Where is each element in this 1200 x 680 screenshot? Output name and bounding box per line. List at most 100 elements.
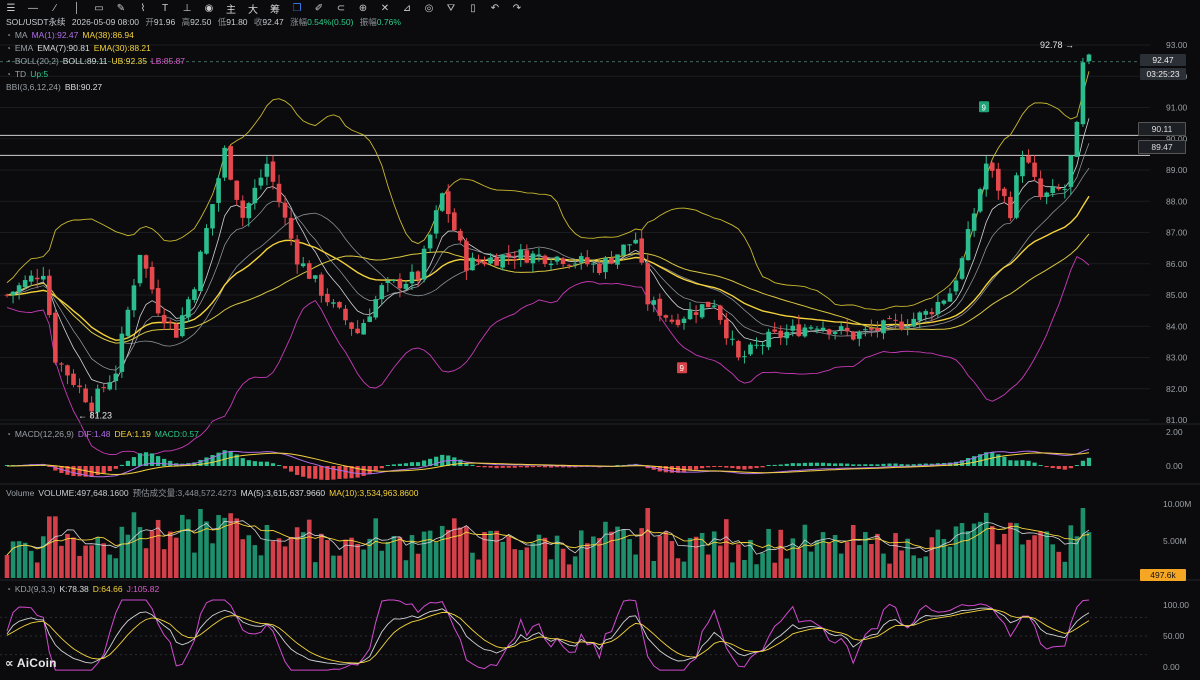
candle[interactable] (959, 258, 965, 279)
magnet-icon[interactable]: ⊂ (336, 2, 346, 14)
candle[interactable] (192, 289, 197, 300)
candle[interactable] (83, 388, 88, 403)
candle[interactable] (53, 312, 58, 363)
candle[interactable] (186, 299, 191, 318)
candle[interactable] (887, 318, 892, 320)
candle[interactable] (337, 302, 342, 308)
candle[interactable] (917, 312, 923, 321)
candle[interactable] (717, 305, 723, 320)
candle[interactable] (905, 326, 910, 328)
candle[interactable] (603, 257, 608, 273)
candle[interactable] (319, 274, 324, 296)
td-legend[interactable]: ◔ TD Up:5 (6, 69, 52, 80)
candle[interactable] (645, 263, 651, 305)
candle[interactable] (699, 304, 705, 318)
candle[interactable] (107, 382, 113, 390)
candle[interactable] (470, 257, 475, 271)
candle[interactable] (705, 301, 711, 308)
candle[interactable] (560, 258, 566, 265)
candle[interactable] (452, 212, 457, 231)
candle[interactable] (312, 275, 318, 279)
boll-legend[interactable]: ◔ BOLL(20,2) BOLL:89.11 UB:92.35 LB:85.87 (6, 56, 189, 67)
candle[interactable] (258, 177, 264, 186)
brush-icon[interactable]: ✐ (314, 2, 324, 14)
candle[interactable] (276, 183, 282, 203)
candle[interactable] (234, 180, 240, 200)
hline-icon[interactable]: — (28, 2, 38, 14)
candle[interactable] (458, 230, 463, 241)
candle[interactable] (385, 280, 391, 284)
candle[interactable] (433, 210, 439, 234)
candle[interactable] (881, 320, 886, 334)
candle[interactable] (361, 323, 366, 335)
candle[interactable] (724, 319, 729, 339)
candle[interactable] (1038, 178, 1043, 198)
candle[interactable] (778, 330, 784, 338)
candle[interactable] (476, 259, 481, 262)
candle[interactable] (355, 328, 360, 334)
candle[interactable] (633, 239, 638, 244)
candle[interactable] (935, 301, 941, 315)
candle[interactable] (844, 327, 850, 332)
candle[interactable] (1086, 54, 1092, 62)
candle[interactable] (415, 271, 421, 280)
candle[interactable] (494, 257, 499, 266)
candle[interactable] (367, 316, 372, 322)
candle[interactable] (1002, 188, 1007, 197)
candle[interactable] (506, 254, 512, 257)
hline-price-tag[interactable]: 89.47 (1138, 140, 1186, 154)
candle[interactable] (911, 318, 916, 327)
candle[interactable] (113, 373, 119, 382)
candle[interactable] (736, 341, 741, 358)
candle[interactable] (899, 321, 904, 330)
candle[interactable] (808, 327, 814, 329)
candle[interactable] (4, 294, 10, 296)
candle[interactable] (445, 191, 451, 215)
candle[interactable] (325, 293, 330, 303)
candle[interactable] (554, 256, 560, 262)
candle[interactable] (228, 146, 233, 180)
bell-icon[interactable]: ◔ (6, 57, 11, 66)
candle[interactable] (1008, 196, 1013, 219)
candle[interactable] (198, 251, 203, 292)
candle[interactable] (40, 275, 46, 280)
eye-icon[interactable]: ◉ (204, 2, 214, 14)
candle[interactable] (536, 254, 542, 256)
measure-icon[interactable]: ⊥ (182, 2, 192, 14)
candle[interactable] (681, 318, 687, 323)
candle[interactable] (95, 388, 100, 413)
candle[interactable] (500, 254, 505, 268)
zoom-icon[interactable]: ⊕ (358, 2, 368, 14)
candle[interactable] (530, 253, 536, 264)
candle[interactable] (566, 264, 572, 266)
candle[interactable] (349, 322, 354, 329)
candle[interactable] (288, 217, 294, 239)
candle[interactable] (856, 331, 862, 339)
indicator-button-3[interactable]: 筹 (270, 4, 280, 16)
menu-icon[interactable]: ☰ (6, 2, 16, 14)
candle[interactable] (597, 263, 602, 274)
candle[interactable] (548, 263, 554, 266)
candle[interactable] (210, 204, 215, 229)
candle[interactable] (373, 299, 379, 318)
candle[interactable] (983, 163, 989, 190)
candle[interactable] (524, 250, 530, 263)
candle[interactable] (609, 258, 614, 264)
candle[interactable] (1014, 175, 1019, 218)
candle[interactable] (59, 363, 64, 365)
candle[interactable] (518, 249, 524, 259)
candle[interactable] (1026, 155, 1031, 163)
candle[interactable] (615, 254, 620, 265)
candle[interactable] (488, 257, 493, 264)
indicator-button-1[interactable]: 主 (226, 4, 236, 16)
candle[interactable] (10, 291, 16, 296)
candle[interactable] (282, 202, 288, 218)
candle[interactable] (34, 277, 40, 280)
chart-area[interactable]: 92.78 →← 81.239993.0092.0091.0090.0089.0… (0, 16, 1200, 680)
candle[interactable] (820, 327, 826, 331)
candle[interactable] (300, 263, 306, 267)
candle[interactable] (77, 385, 82, 388)
candle[interactable] (875, 328, 880, 331)
kdj-legend[interactable]: ◔ KDJ(9,3,3) K:78.38 D:64.66 J:105.82 (6, 584, 163, 595)
candle[interactable] (578, 256, 584, 263)
